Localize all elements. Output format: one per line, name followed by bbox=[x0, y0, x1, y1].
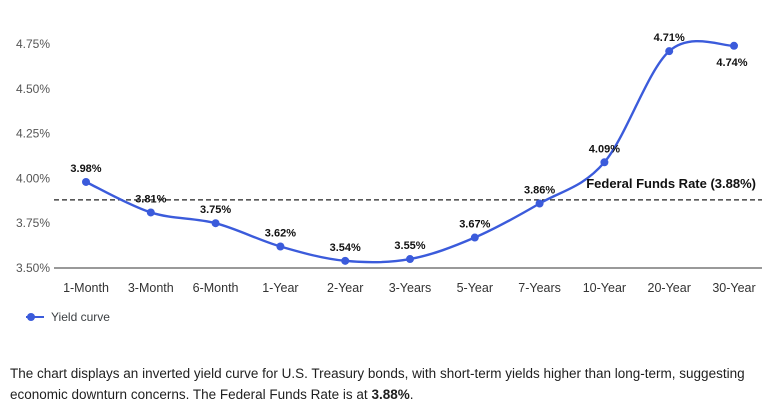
x-axis-label: 6-Month bbox=[193, 281, 239, 295]
y-axis-label: 3.75% bbox=[16, 216, 50, 230]
yield-curve-line bbox=[84, 40, 736, 264]
data-point[interactable] bbox=[211, 219, 220, 228]
data-point-label: 3.67% bbox=[459, 219, 490, 231]
legend-label: Yield curve bbox=[51, 310, 110, 324]
y-axis-label: 4.75% bbox=[16, 37, 50, 51]
y-axis-label: 4.00% bbox=[16, 171, 50, 185]
x-axis-label: 20-Year bbox=[648, 281, 691, 295]
x-axis-label: 30-Year bbox=[712, 281, 755, 295]
data-point-label: 3.86% bbox=[524, 184, 555, 196]
data-point-label: 3.54% bbox=[330, 242, 361, 254]
caption-bold-rate: 3.88% bbox=[371, 386, 410, 402]
data-point-label: 3.81% bbox=[135, 193, 166, 205]
chart-caption: The chart displays an inverted yield cur… bbox=[10, 364, 754, 406]
data-point-label: 3.75% bbox=[200, 204, 231, 216]
x-axis-label: 5-Year bbox=[457, 281, 493, 295]
data-point[interactable] bbox=[406, 255, 414, 264]
x-axis-label: 2-Year bbox=[327, 281, 363, 295]
data-point[interactable] bbox=[82, 177, 90, 186]
data-point-label: 4.09% bbox=[589, 143, 620, 155]
data-point[interactable] bbox=[276, 242, 285, 251]
data-point[interactable] bbox=[600, 158, 609, 167]
data-point[interactable] bbox=[341, 256, 350, 265]
data-point-label: 4.74% bbox=[716, 57, 747, 69]
data-point[interactable] bbox=[146, 208, 155, 217]
data-point[interactable] bbox=[665, 47, 674, 56]
data-point[interactable] bbox=[535, 199, 544, 208]
federal-funds-rate-label: Federal Funds Rate (3.88%) bbox=[586, 175, 756, 191]
chart-canvas: 3.50% 3.75% 4.00% 4.25% 4.50% 4.75% 1-Month 3-M… bbox=[16, 32, 762, 295]
x-axis-label: 1-Year bbox=[262, 281, 298, 295]
legend-line-dot-icon bbox=[26, 313, 44, 321]
x-axis-label: 3-Month bbox=[128, 281, 174, 295]
yield-curve-chart: 3.50% 3.75% 4.00% 4.25% 4.50% 4.75% 1-Month 3-M… bbox=[16, 32, 762, 324]
y-axis-label: 4.25% bbox=[16, 127, 50, 141]
data-point-label: 3.55% bbox=[394, 240, 425, 252]
data-point-label: 3.62% bbox=[265, 227, 296, 239]
chart-legend: Yield curve bbox=[26, 310, 110, 324]
caption-text-start: The chart displays an inverted yield cur… bbox=[10, 366, 745, 402]
x-axis-label: 7-Years bbox=[518, 281, 561, 295]
x-axis-label: 10-Year bbox=[583, 281, 626, 295]
data-point-label: 3.98% bbox=[70, 163, 101, 175]
data-point-label: 4.71% bbox=[654, 32, 685, 44]
y-axis-label: 3.50% bbox=[16, 261, 50, 275]
x-axis-label: 1-Month bbox=[63, 281, 109, 295]
x-axis-label: 3-Years bbox=[389, 281, 432, 295]
y-axis-label: 4.50% bbox=[16, 82, 50, 96]
data-point[interactable] bbox=[470, 233, 479, 242]
caption-text-end: . bbox=[409, 386, 414, 402]
data-point[interactable] bbox=[730, 41, 738, 50]
